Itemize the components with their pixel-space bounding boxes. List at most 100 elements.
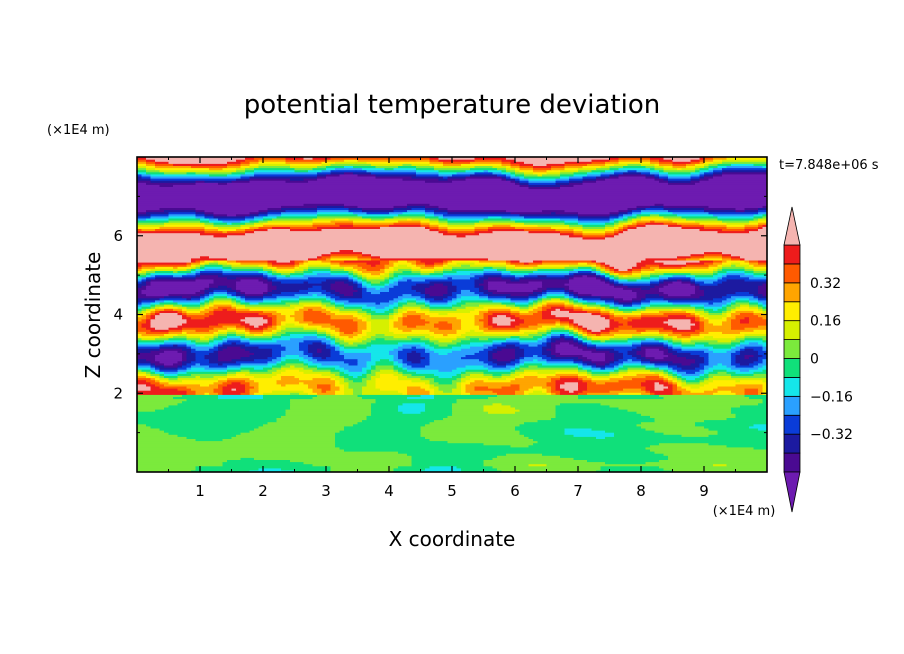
field-cell: [650, 369, 665, 372]
field-cell: [393, 268, 399, 271]
field-cell: [317, 394, 359, 397]
field-cell: [564, 222, 579, 225]
field-cell: [389, 270, 395, 274]
field-cell: [218, 396, 264, 400]
field-cell: [353, 266, 363, 269]
field-cell: [186, 272, 197, 276]
field-cell: [299, 301, 323, 305]
field-cell: [168, 211, 197, 215]
field-cell: [137, 346, 161, 349]
field-cell: [146, 157, 246, 160]
field-cell: [564, 381, 579, 385]
field-cell: [312, 285, 323, 288]
field-cell: [299, 341, 314, 345]
field-cell: [488, 367, 512, 370]
field-cell: [330, 469, 395, 472]
field-cell: [209, 306, 219, 309]
field-cell: [236, 310, 264, 313]
field-cell: [312, 224, 341, 227]
field-cell: [137, 377, 152, 381]
field-cell: [231, 293, 237, 297]
field-cell: [708, 316, 723, 320]
field-cell: [645, 350, 665, 353]
field-cell: [182, 327, 215, 330]
field-cell: [614, 434, 683, 437]
field-cell: [587, 392, 620, 395]
field-cell: [204, 224, 215, 227]
field-cell: [393, 312, 399, 316]
field-cell: [668, 175, 692, 179]
field-cell: [641, 209, 669, 213]
field-cell: [605, 301, 615, 305]
field-cell: [416, 283, 435, 286]
field-cell: [434, 394, 498, 397]
field-cell: [546, 301, 566, 305]
field-cell: [510, 175, 521, 179]
field-cell: [605, 270, 611, 274]
field-cell: [569, 272, 575, 276]
field-cell: [569, 289, 575, 292]
field-cell: [461, 343, 485, 347]
field-cell: [740, 343, 764, 347]
field-cell: [195, 354, 206, 358]
field-cell: [519, 182, 530, 185]
field-cell: [609, 375, 624, 379]
field-cell: [137, 184, 161, 187]
field-cell: [254, 171, 318, 175]
field-cell: [695, 310, 705, 313]
field-cell: [402, 163, 413, 166]
field-cell: [245, 157, 255, 160]
field-cell: [357, 358, 372, 362]
field-cell: [137, 173, 143, 177]
field-cell: [375, 301, 381, 305]
field-cell: [200, 306, 206, 309]
field-cell: [528, 308, 534, 311]
field-cell: [569, 325, 575, 328]
field-cell: [528, 186, 561, 190]
field-cell: [735, 379, 741, 383]
field-cell: [677, 222, 701, 225]
field-cell: [245, 331, 251, 334]
field-cell: [339, 364, 368, 368]
field-cell: [663, 383, 674, 387]
field-cell: [596, 362, 606, 366]
field-cell: [695, 167, 701, 171]
field-cell: [546, 333, 552, 337]
field-cell: [704, 159, 714, 162]
field-cell: [573, 171, 588, 175]
field-cell: [240, 226, 251, 229]
field-cell: [236, 287, 269, 290]
field-cell: [204, 287, 210, 290]
field-cell: [506, 173, 512, 177]
field-cell: [200, 295, 206, 299]
field-cell: [231, 264, 260, 267]
field-cell: [236, 259, 269, 263]
field-cell: [762, 343, 767, 347]
field-cell: [555, 228, 575, 232]
field-cell: [191, 262, 201, 265]
field-cell: [366, 362, 377, 366]
field-cell: [623, 287, 642, 290]
field-cell: [609, 266, 615, 269]
field-cell: [627, 217, 633, 221]
field-cell: [735, 335, 746, 339]
field-cell: [276, 320, 282, 324]
field-cell: [609, 167, 620, 171]
field-cell: [456, 373, 462, 376]
field-cell: [366, 276, 386, 280]
field-cell: [294, 322, 309, 326]
field-cell: [573, 184, 767, 187]
field-cell: [443, 232, 480, 236]
field-cell: [195, 274, 201, 278]
field-cell: [317, 173, 327, 177]
field-cell: [654, 385, 669, 389]
field-cell: [596, 272, 602, 276]
field-cell: [362, 287, 368, 290]
field-cell: [470, 392, 498, 395]
field-cell: [744, 272, 755, 276]
field-cell: [240, 173, 255, 177]
field-cell: [551, 417, 656, 421]
field-cell: [708, 318, 728, 322]
field-cell: [596, 259, 642, 263]
field-cell: [528, 364, 539, 368]
